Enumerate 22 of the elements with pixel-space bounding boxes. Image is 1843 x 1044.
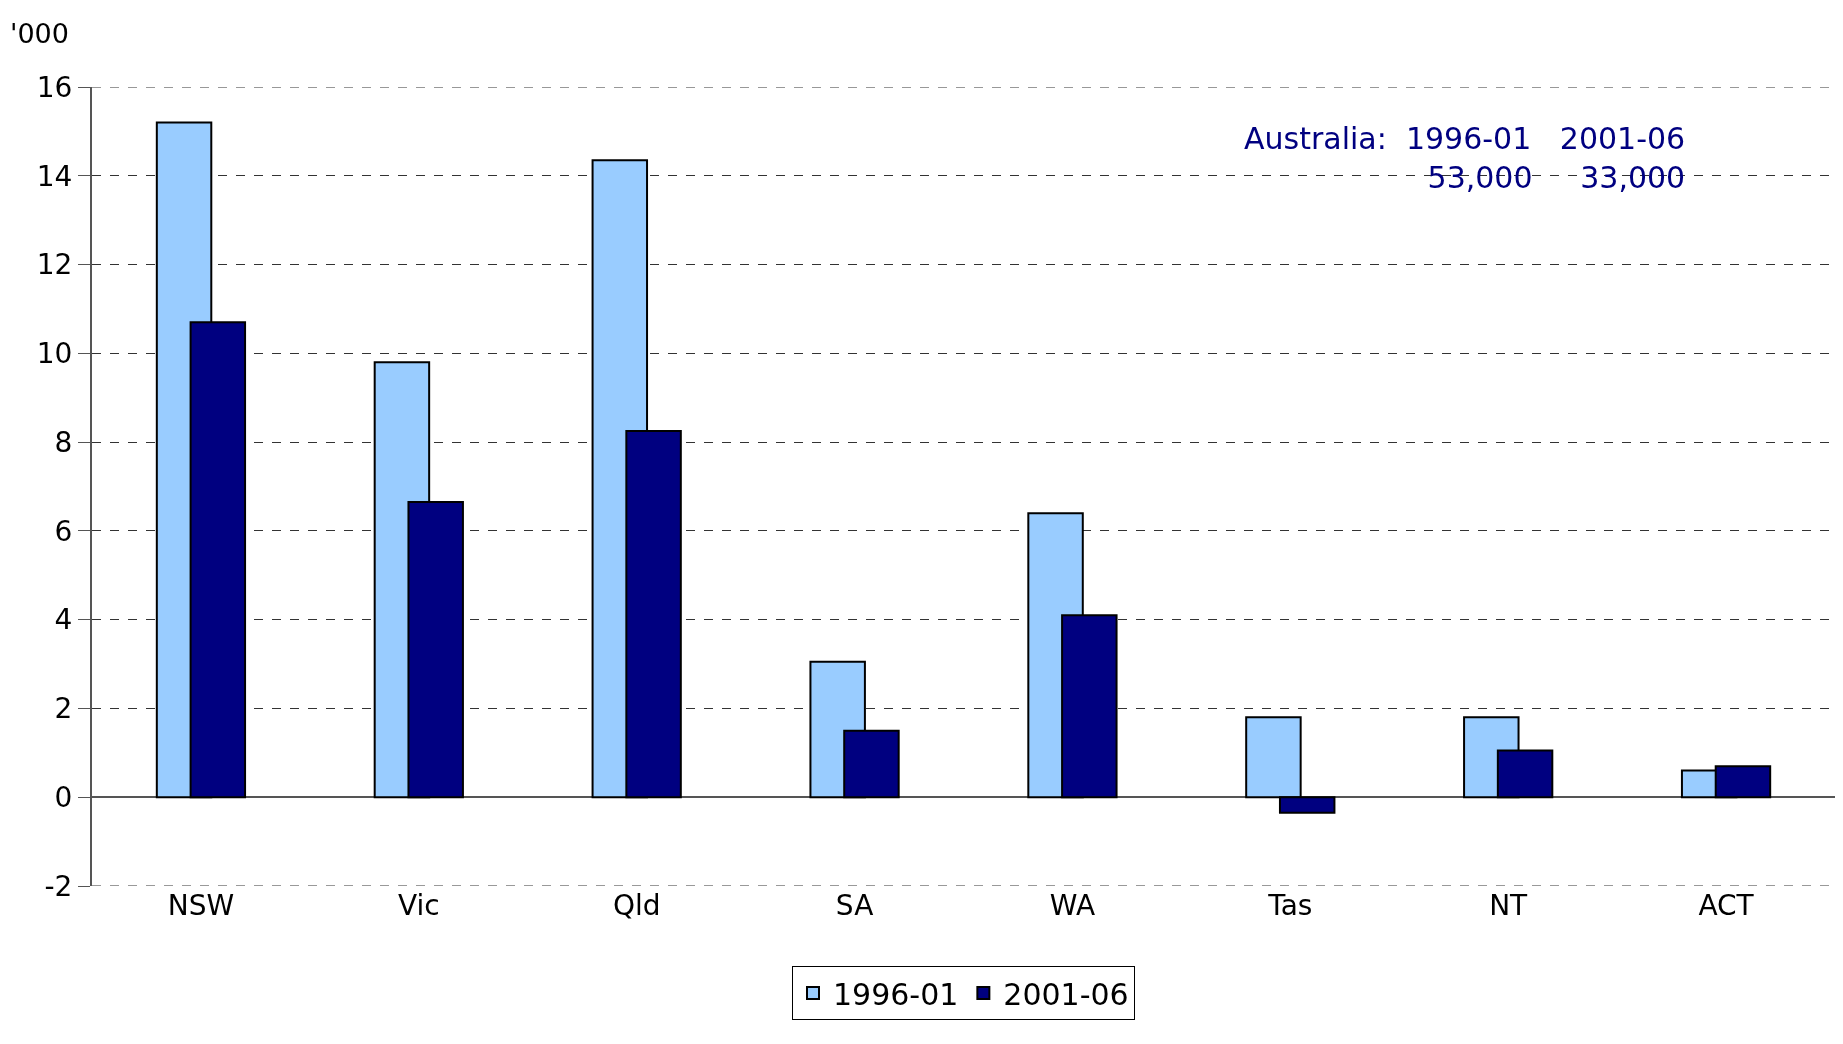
y-tick-label: 8: [54, 425, 73, 459]
y-tick-label: 0: [54, 781, 73, 815]
x-tick-label: WA: [1049, 889, 1096, 922]
legend-label: 2001-06: [1003, 976, 1129, 1012]
y-tick-label: 12: [36, 248, 73, 282]
y-axis-title: '000: [10, 18, 69, 49]
x-tick-label: SA: [835, 889, 874, 922]
legend-label: 1996-01: [833, 976, 959, 1012]
x-tick-label: Qld: [612, 889, 661, 922]
x-tick-label: Vic: [397, 889, 440, 922]
y-tick-label: -2: [44, 869, 73, 903]
x-tick-label: NSW: [167, 889, 235, 922]
y-tick-label: 6: [54, 514, 73, 548]
y-tick-label: 4: [54, 603, 73, 637]
x-tick-label: Tas: [1267, 889, 1313, 922]
y-tick-label: 16: [36, 70, 73, 104]
x-tick-label: NT: [1489, 889, 1529, 922]
y-tick-label: 10: [36, 337, 73, 371]
y-tick-label: 2: [54, 692, 73, 726]
x-tick-label: ACT: [1698, 889, 1755, 922]
annotation: Australia: 1996-01 2001-06 53,000 33,000: [1244, 121, 1686, 195]
y-tick-label: 14: [36, 159, 73, 193]
